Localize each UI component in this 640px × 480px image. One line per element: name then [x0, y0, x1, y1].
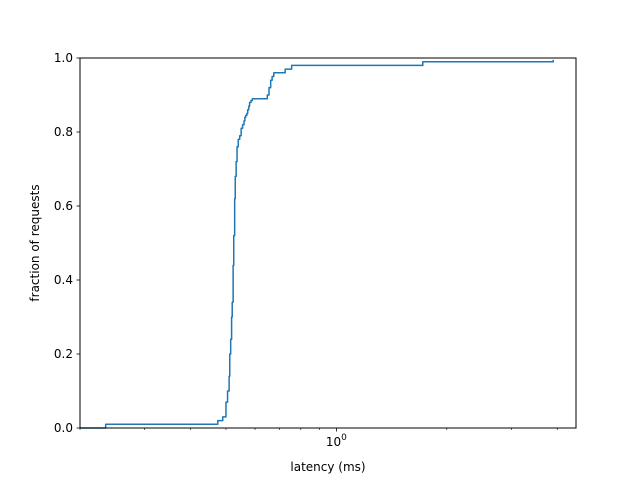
series-layer [80, 59, 554, 429]
cdf-line-series-0 [80, 59, 554, 429]
x-axis-label: latency (ms) [290, 460, 365, 474]
y-tick-label: 0.6 [54, 199, 73, 213]
y-tick-label: 0.4 [54, 273, 73, 287]
x-tick-label: 100 [326, 433, 347, 449]
y-tick-label: 0.8 [54, 125, 73, 139]
y-tick-label: 0.0 [54, 421, 73, 435]
y-tick-label: 0.2 [54, 347, 73, 361]
y-axis: 0.0 0.2 0.4 0.6 0.8 1.0 [54, 51, 80, 435]
y-axis-label: fraction of requests [28, 184, 42, 301]
plot-frame [79, 57, 577, 429]
y-tick-label: 1.0 [54, 51, 73, 65]
x-axis: 100 [79, 428, 558, 449]
